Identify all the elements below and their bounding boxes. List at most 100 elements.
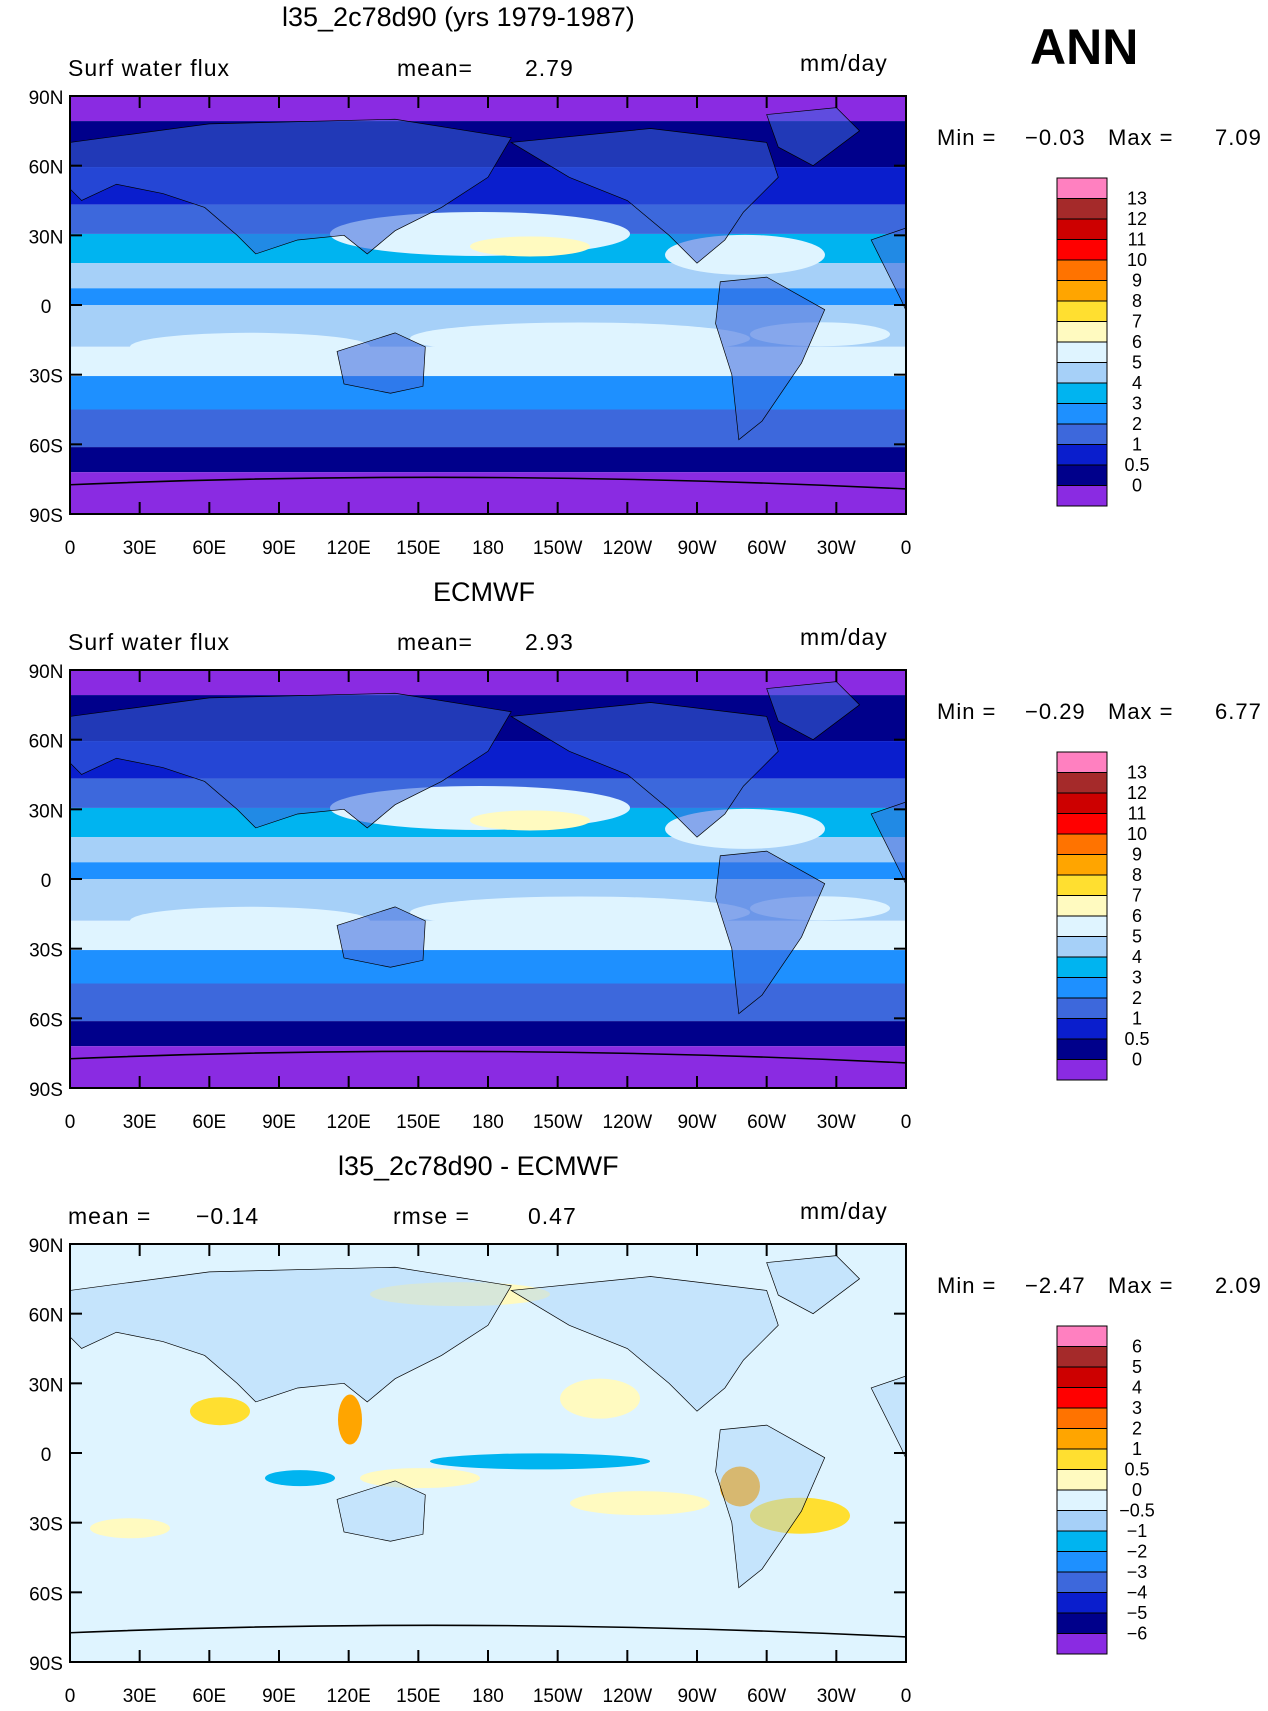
colorbar-swatch [1056,1448,1108,1470]
lat-label: 30S [29,1515,63,1536]
colorbar-label: 0 [1132,1050,1142,1070]
panel3-rmse-value: 0.47 [528,1203,577,1229]
colorbar-swatch [1056,772,1108,794]
p0-band-11 [70,447,906,473]
colorbar-swatch [1056,464,1108,486]
landmass-eurasia [70,693,511,828]
lon-label: 120W [603,538,653,559]
colorbar-swatch [1056,1325,1108,1347]
colorbar-label: 6 [1132,906,1142,926]
panel1-field-label: Surf water flux [68,55,230,81]
colorbar-label: 1 [1132,435,1142,455]
lat-label: 60N [29,1306,64,1327]
colorbar-swatch [1056,1018,1108,1040]
lon-label: 0 [901,1686,912,1707]
panel1-mean-label: mean= [397,55,473,81]
p1-blob-5 [470,810,590,831]
landmass-australia [337,333,425,393]
colorbar-label: −2 [1127,1542,1148,1562]
colorbar-swatch [1056,177,1108,199]
p1-band-10 [70,983,906,1022]
colorbar-swatch [1056,1612,1108,1634]
landmass-australia [337,907,425,967]
lat-label: 30N [29,1375,64,1396]
lat-label: 90S [29,1654,63,1675]
lon-label: 30E [123,1686,157,1707]
colorbar-label: −4 [1127,1583,1148,1603]
colorbar-swatch [1056,280,1108,302]
colorbar-label: 7 [1132,312,1142,332]
colorbar-swatch [1056,813,1108,835]
colorbar-label: 5 [1132,1357,1142,1377]
colorbar-label: 2 [1132,414,1142,434]
lat-label: 0 [41,297,52,318]
lon-label: 30W [817,1686,856,1707]
colorbar-label: 3 [1132,1398,1142,1418]
colorbar-label: 4 [1132,1378,1142,1398]
panel1-mean-value: 2.79 [525,55,574,81]
colorbar-label: 0 [1132,476,1142,496]
lon-label: 150E [396,1686,440,1707]
landmass-south-america [716,277,825,440]
lon-label: 120W [603,1112,653,1133]
colorbar-swatch [1056,1407,1108,1429]
lon-label: 0 [65,1686,76,1707]
lon-label: 90E [262,1686,296,1707]
season-label: ANN [1030,19,1139,75]
panel2-min-label: Min = [937,699,997,724]
lon-label: 120W [603,1686,653,1707]
colorbar-swatch [1056,1571,1108,1593]
panel3-rmse-label: rmse = [393,1203,470,1229]
colorbar-swatch [1056,1469,1108,1491]
lon-label: 90W [677,1686,716,1707]
lat-label: 60N [29,158,64,179]
lon-label: 180 [472,1686,504,1707]
colorbar-label: −6 [1127,1624,1148,1644]
lon-label: 150E [396,538,440,559]
colorbar-label: 1 [1132,1009,1142,1029]
lat-label: 60S [29,1010,63,1031]
lon-label: 90W [677,538,716,559]
p0-band-6 [70,288,906,305]
landmass-greenland [767,682,860,740]
lon-label: 60W [747,1686,786,1707]
lon-label: 0 [65,1112,76,1133]
panel2-max-label: Max = [1108,699,1174,724]
colorbar-label: −5 [1127,1603,1148,1623]
colorbar-swatch [1056,833,1108,855]
colorbar-label: 7 [1132,886,1142,906]
lat-label: 30S [29,367,63,388]
colorbar-label: −3 [1127,1562,1148,1582]
colorbar-label: 10 [1127,824,1147,844]
lon-label: 60W [747,538,786,559]
antarctica-coast [70,1624,906,1638]
panel2-mean-value: 2.93 [525,629,574,655]
p1-blob-3 [410,896,750,929]
lon-label: 0 [901,1112,912,1133]
landmass-south-america [716,1425,825,1588]
p2-blob-2 [570,1491,710,1516]
lon-label: 60W [747,1112,786,1133]
panel1-title: l35_2c78d90 (yrs 1979-1987) [282,2,635,32]
lat-label: 90S [29,1080,63,1101]
lon-label: 30E [123,538,157,559]
p2-blob-7 [265,1470,335,1487]
lon-label: 180 [472,1112,504,1133]
p2-blob-9 [90,1518,170,1539]
landmass-australia [337,1481,425,1541]
lat-label: 60N [29,732,64,753]
lat-label: 90N [29,1236,64,1257]
p2-band-0 [70,1244,906,1662]
colorbar-label: 3 [1132,394,1142,414]
colorbar-swatch [1056,936,1108,958]
panel2-continents [70,682,906,1014]
panel2-mean-label: mean= [397,629,473,655]
lat-label: 30N [29,227,64,248]
p2-blob-6 [430,1453,650,1470]
colorbar-swatch [1056,915,1108,937]
lon-label: 120E [326,538,370,559]
panel2-field-label: Surf water flux [68,629,230,655]
lon-label: 60E [192,1686,226,1707]
lon-label: 60E [192,1112,226,1133]
